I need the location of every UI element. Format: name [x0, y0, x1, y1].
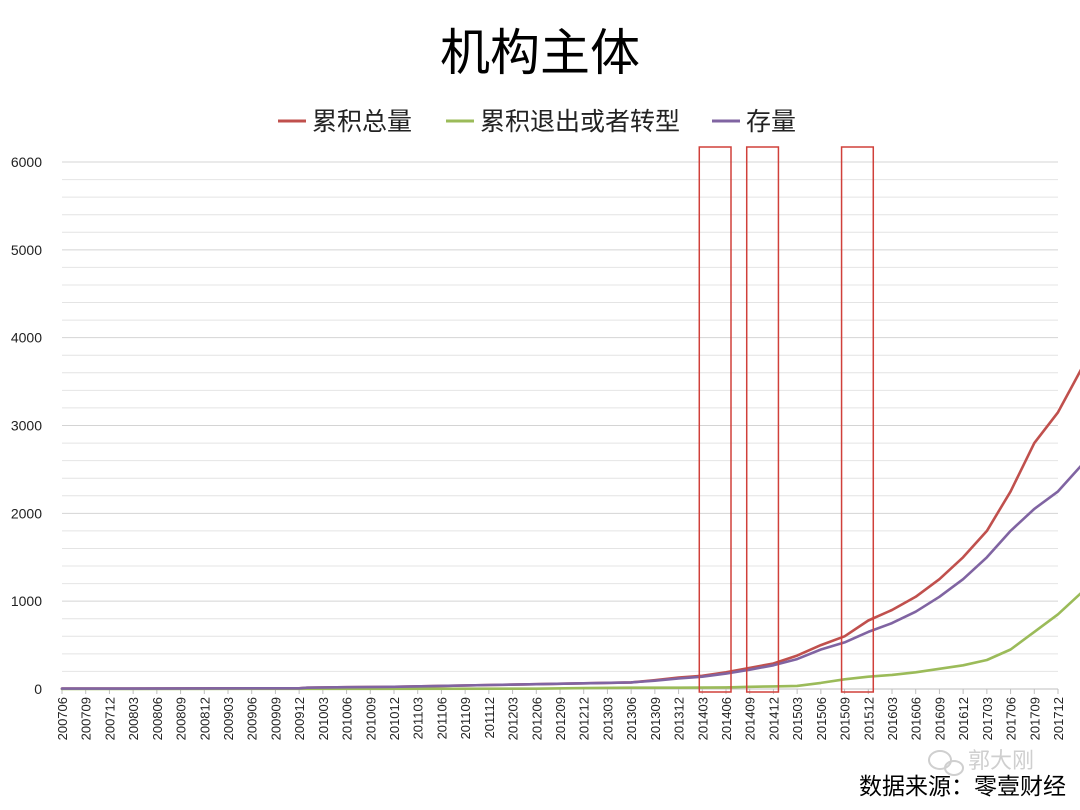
- x-tick-label: 200709: [79, 697, 94, 740]
- x-tick-label: 201203: [506, 697, 521, 740]
- x-tick-label: 201509: [838, 697, 853, 740]
- x-tick-label: 201309: [648, 697, 663, 740]
- x-tick-label: 201003: [316, 697, 331, 740]
- x-tick-label: 200809: [174, 697, 189, 740]
- x-tick-label: 201106: [434, 697, 449, 739]
- x-tick-label: 201612: [956, 697, 971, 740]
- x-tick-label: 200812: [197, 697, 212, 740]
- y-tick-label: 3000: [11, 418, 42, 434]
- x-tick-label: 201006: [340, 697, 355, 740]
- legend-label-stock: 存量: [746, 107, 796, 136]
- x-tick-label: 201606: [909, 697, 924, 740]
- x-tick-label: 201306: [624, 697, 639, 740]
- wechat-icon: [928, 750, 964, 776]
- x-tick-label: 201403: [695, 697, 710, 740]
- y-tick-label: 4000: [11, 330, 42, 346]
- watermark: 郭大刚: [928, 749, 1034, 776]
- x-tick-label: 200903: [221, 697, 236, 740]
- x-tick-label: 201406: [719, 697, 734, 740]
- x-axis-ticks: 200706 200709 200712 200803 200806 200809 2008…: [55, 689, 1066, 740]
- y-tick-label: 1000: [11, 593, 42, 609]
- x-tick-label: 200912: [292, 697, 307, 740]
- x-tick-label: 201412: [766, 697, 781, 740]
- x-tick-label: 201103: [411, 697, 426, 739]
- y-axis-ticks: 0 1000 2000 3000 4000 5000 6000: [11, 154, 42, 697]
- legend: 累积总量 累积退出或者转型 存量: [278, 107, 796, 136]
- legend-label-cumulative-exit: 累积退出或者转型: [480, 107, 680, 136]
- x-tick-label: 201409: [743, 697, 758, 740]
- series-lines: [60, 368, 1080, 691]
- x-tick-label: 200803: [126, 697, 141, 740]
- highlight-box: [840, 146, 875, 693]
- x-tick-label: 201303: [600, 697, 615, 740]
- x-tick-label: 201109: [458, 697, 473, 739]
- series-line-stock: [60, 464, 1080, 690]
- highlight-box: [745, 146, 780, 693]
- x-tick-label: 201709: [1027, 697, 1042, 740]
- y-tick-label: 5000: [11, 242, 42, 258]
- x-tick-label: 201212: [577, 697, 592, 740]
- y-tick-label: 2000: [11, 505, 42, 521]
- x-tick-label: 200706: [55, 697, 70, 740]
- highlight-boxes: [698, 146, 875, 693]
- gridlines: [62, 161, 1058, 672]
- x-tick-label: 201206: [529, 697, 544, 740]
- x-tick-label: 201506: [814, 697, 829, 740]
- x-tick-label: 201603: [885, 697, 900, 740]
- legend-label-cumulative-total: 累积总量: [312, 107, 412, 136]
- x-tick-label: 201712: [1051, 697, 1066, 740]
- x-tick-label: 200806: [150, 697, 165, 740]
- y-tick-label: 0: [34, 681, 42, 697]
- chart-title: 机构主体: [440, 24, 640, 82]
- x-tick-label: 201512: [861, 697, 876, 740]
- x-tick-label: 200906: [245, 697, 260, 740]
- x-tick-label: 200909: [268, 697, 283, 740]
- watermark-text: 郭大刚: [968, 749, 1034, 774]
- x-tick-label: 200712: [102, 697, 117, 740]
- series-line-cumulative-exit: [60, 592, 1080, 691]
- x-tick-label: 201209: [553, 697, 568, 740]
- highlight-box: [698, 146, 732, 693]
- y-tick-label: 6000: [11, 154, 42, 170]
- x-tick-label: 201112: [482, 697, 497, 738]
- x-tick-label: 201009: [363, 697, 378, 740]
- x-tick-label: 201609: [932, 697, 947, 740]
- x-tick-label: 201706: [1004, 697, 1019, 740]
- data-source: 数据来源：零壹财经: [859, 774, 1066, 800]
- x-tick-label: 201012: [387, 697, 402, 740]
- x-tick-label: 201703: [980, 697, 995, 740]
- x-tick-label: 201503: [790, 697, 805, 740]
- x-tick-label: 201312: [672, 697, 687, 740]
